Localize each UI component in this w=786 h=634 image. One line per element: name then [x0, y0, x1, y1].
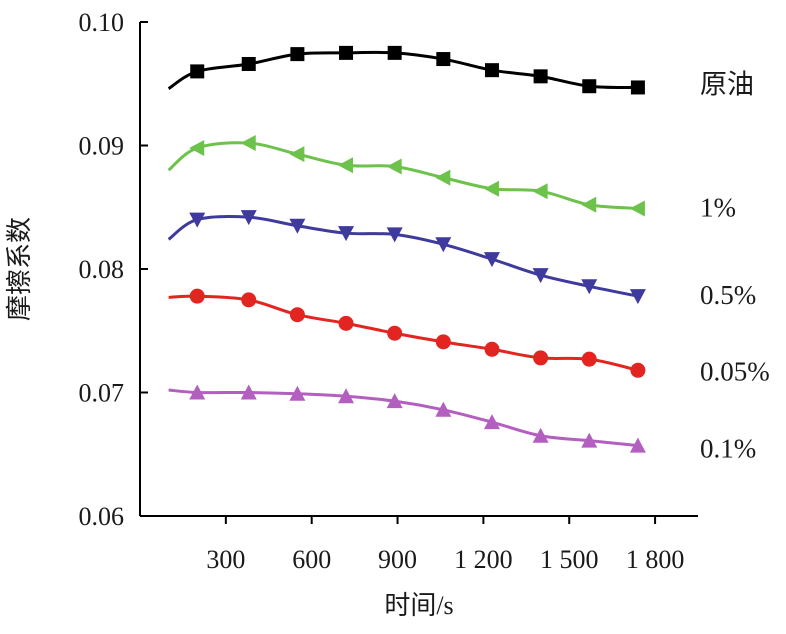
data-point [338, 388, 355, 404]
x-tick-label: 1 200 [454, 545, 513, 574]
data-point [338, 226, 355, 242]
data-point [483, 180, 499, 197]
x-tick-label: 1 500 [540, 545, 599, 574]
series-group [168, 288, 646, 378]
data-point [387, 45, 402, 60]
y-tick-label: 0.09 [79, 132, 125, 161]
data-point [189, 212, 206, 228]
series-labels: 原油 1% 0.5% 0.05% 0.1% [700, 69, 770, 463]
series-label: 0.1% [700, 434, 756, 464]
data-point [289, 307, 305, 323]
data-point [532, 183, 548, 200]
data-point [240, 384, 257, 400]
data-point [581, 196, 597, 213]
data-point [629, 200, 645, 217]
data-point [533, 350, 549, 366]
series-group [167, 210, 646, 305]
data-point [338, 157, 354, 174]
data-point [290, 47, 305, 62]
data-point [484, 341, 500, 357]
data-point [386, 227, 403, 243]
data-point [630, 80, 645, 95]
series-line [167, 214, 639, 298]
data-point [532, 268, 549, 284]
data-point [387, 325, 403, 341]
data-point [241, 56, 256, 71]
data-point [630, 362, 646, 378]
data-point [629, 437, 646, 453]
data-point [581, 432, 598, 448]
ticks: 300 600 900 1 200 1 500 1 800 0.06 0.07 0.08 0.09… [79, 8, 685, 574]
data-point [436, 52, 451, 67]
x-tick-label: 900 [378, 545, 417, 574]
data-point [190, 64, 205, 79]
x-tick-label: 1 800 [626, 545, 685, 574]
data-point [435, 169, 451, 186]
series-label: 1% [700, 192, 736, 222]
data-point [533, 69, 548, 84]
data-point [241, 292, 257, 308]
data-point [435, 237, 452, 253]
series [167, 45, 646, 453]
data-point [483, 414, 500, 430]
data-point [386, 393, 403, 409]
series-label: 原油 [700, 69, 754, 99]
y-tick-label: 0.10 [79, 8, 125, 37]
series-line [168, 388, 639, 448]
data-point [581, 351, 597, 367]
data-point [289, 218, 306, 234]
y-tick-label: 0.07 [79, 379, 125, 408]
series-label: 0.05% [700, 356, 770, 386]
data-point [289, 146, 305, 163]
data-point [386, 158, 402, 175]
x-axis-title: 时间/s [384, 591, 453, 620]
x-tick-label: 300 [206, 545, 245, 574]
y-axis-title: 摩擦系数 [5, 217, 34, 321]
series-line [167, 50, 638, 90]
data-point [532, 427, 549, 443]
y-tick-label: 0.06 [79, 502, 125, 531]
data-point [338, 315, 354, 331]
data-point [240, 135, 256, 152]
data-point [483, 252, 500, 268]
data-point [339, 45, 354, 60]
series-group [167, 135, 645, 217]
series-line [168, 294, 639, 372]
series-line [167, 141, 639, 210]
data-point [289, 385, 306, 401]
data-point [435, 401, 452, 417]
data-point [629, 289, 646, 305]
series-label: 0.5% [700, 280, 756, 310]
data-point [189, 384, 206, 400]
data-point [435, 334, 451, 350]
series-group [168, 384, 646, 453]
y-tick-label: 0.08 [79, 255, 125, 284]
data-point [189, 139, 205, 156]
data-point [189, 288, 205, 304]
data-point [240, 210, 257, 226]
series-group [167, 45, 645, 95]
data-point [581, 279, 598, 295]
data-point [484, 63, 499, 78]
x-tick-label: 600 [292, 545, 331, 574]
data-point [582, 79, 597, 94]
